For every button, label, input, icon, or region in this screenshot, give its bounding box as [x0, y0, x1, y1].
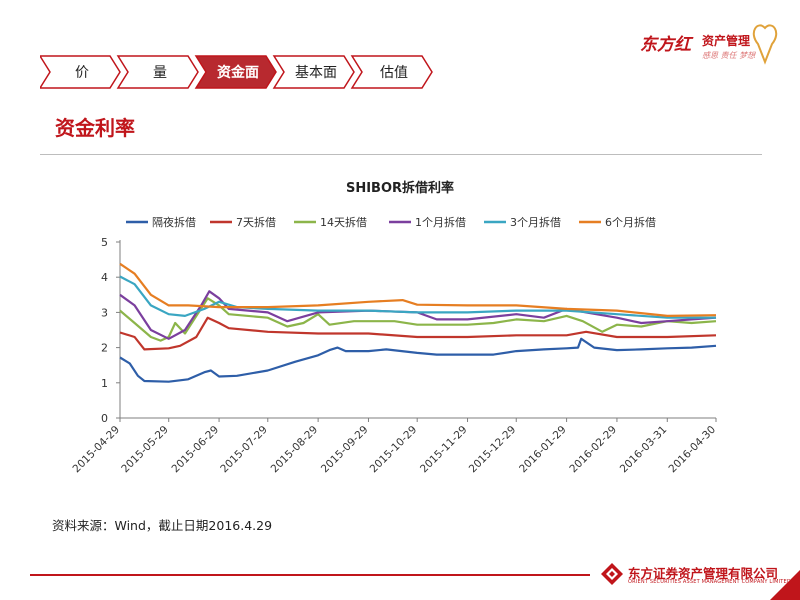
- tab-shape: [194, 55, 277, 89]
- series-line-1: [119, 316, 717, 351]
- chart-legend: 隔夜拆借 7天拆借 14天拆借 1个月拆借 3个月拆借 6个月拆借: [126, 215, 656, 229]
- legend-label: 1个月拆借: [415, 215, 466, 229]
- legend-item: 6个月拆借: [579, 215, 656, 229]
- corner-decoration: [770, 570, 800, 600]
- x-tick-label: 2015-04-29: [70, 424, 122, 476]
- legend-item: 3个月拆借: [484, 215, 561, 229]
- legend-label: 14天拆借: [320, 215, 367, 229]
- x-tick-label: 2015-06-29: [170, 424, 222, 476]
- series-line-0: [119, 337, 717, 383]
- company-logo: 东方红 资产管理 感恩 责任 梦想: [640, 22, 780, 72]
- tab-shape: [116, 55, 199, 89]
- legend-item: 7天拆借: [210, 215, 276, 229]
- y-tick-label: 3: [101, 306, 108, 319]
- source-note: 资料来源：Wind，截止日期2016.4.29: [52, 518, 273, 533]
- x-tick-label: 2015-09-29: [319, 424, 371, 476]
- legend-item: 1个月拆借: [389, 215, 466, 229]
- x-tick-label: 2016-01-29: [517, 424, 569, 476]
- y-tick-label: 4: [101, 271, 108, 284]
- chart-title: SHIBOR拆借利率: [346, 180, 454, 196]
- footer-divider: [30, 574, 590, 576]
- legend-label: 7天拆借: [236, 215, 276, 229]
- tab-label: 估值: [380, 65, 408, 81]
- shibor-line-chart: SHIBOR拆借利率 隔夜拆借 7天拆借 14天拆借 1个月拆借 3个月拆借 6个月拆借 …: [70, 180, 718, 475]
- x-tick-label: 2015-10-29: [368, 424, 420, 476]
- heart-icon: [752, 24, 778, 65]
- tab-1[interactable]: 量: [116, 55, 199, 89]
- x-tick-label: 2016-02-29: [567, 424, 619, 476]
- x-tick-label: 2015-08-29: [269, 424, 321, 476]
- tab-3[interactable]: 基本面: [272, 55, 355, 89]
- legend-label: 隔夜拆借: [152, 215, 196, 229]
- logo-main-text: 东方红: [640, 35, 691, 55]
- nav-tabs: 价 量 资金面 基本面 估值: [40, 55, 433, 89]
- company-name-en: ORIENT SECURITIES ASSET MANAGEMENT COMPA…: [628, 579, 791, 585]
- y-tick-label: 2: [101, 342, 108, 355]
- tab-label: 基本面: [295, 64, 337, 81]
- company-footer: 东方证券资产管理有限公司 ORIENT SECURITIES ASSET MAN…: [600, 560, 791, 590]
- x-tick-label: 2016-03-31: [618, 424, 670, 476]
- x-tick-label: 2015-07-29: [218, 424, 270, 476]
- y-tick-label: 5: [101, 236, 108, 249]
- legend-item: 隔夜拆借: [126, 215, 196, 229]
- x-tick-label: 2015-12-29: [467, 424, 519, 476]
- x-tick-label: 2015-11-29: [418, 424, 470, 476]
- chart-axes: 0123452015-04-292015-05-292015-06-292015…: [70, 236, 718, 475]
- y-tick-label: 0: [101, 412, 108, 425]
- company-emblem-icon: [601, 563, 623, 585]
- tab-2[interactable]: 资金面: [194, 55, 277, 89]
- series-line-5: [119, 262, 717, 317]
- x-tick-label: 2016-04-30: [666, 424, 718, 476]
- legend-item: 14天拆借: [294, 215, 367, 229]
- y-tick-label: 1: [101, 377, 108, 390]
- tab-4[interactable]: 估值: [350, 55, 433, 89]
- tab-0[interactable]: 价: [40, 55, 121, 89]
- company-name: 东方证券资产管理有限公司: [628, 566, 779, 581]
- tab-shape: [40, 55, 121, 89]
- legend-label: 3个月拆借: [510, 215, 561, 229]
- chart-series: [119, 262, 717, 383]
- x-tick-label: 2015-05-29: [119, 424, 171, 476]
- section-title: 资金利率: [55, 116, 135, 140]
- tab-shape: [272, 55, 355, 89]
- logo-sub-text: 资产管理: [702, 34, 751, 48]
- series-line-2: [119, 297, 717, 342]
- tab-label: 价: [75, 65, 89, 81]
- tab-label: 量: [153, 65, 167, 81]
- tab-label: 资金面: [217, 64, 259, 81]
- logo-slogan: 感恩 责任 梦想: [702, 51, 756, 60]
- legend-label: 6个月拆借: [605, 215, 656, 229]
- series-line-4: [119, 275, 716, 319]
- tab-shape: [350, 55, 433, 89]
- title-divider: [40, 154, 762, 155]
